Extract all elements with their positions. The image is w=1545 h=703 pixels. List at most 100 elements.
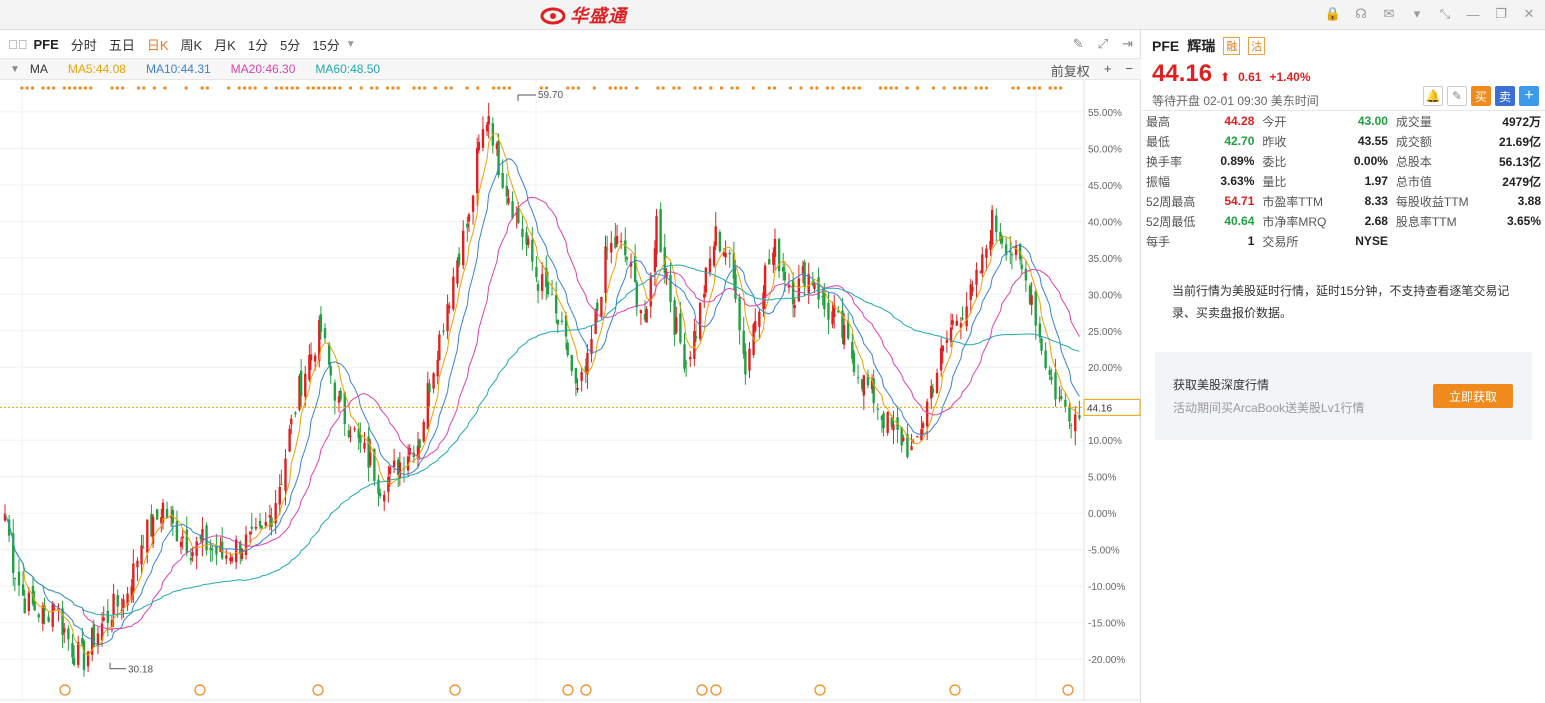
mail-icon[interactable]: ✉ xyxy=(1383,6,1395,21)
chart-toolbar: ▯⃒ PFE 分时 五日 日K 周K 月K 1分 5分 15分 ▼ ✎ ⤢ ⇥ xyxy=(0,30,1141,58)
y-tick-label: 40.00% xyxy=(1088,217,1122,228)
candle-body xyxy=(531,239,534,262)
candle-body xyxy=(930,385,933,399)
event-dot xyxy=(730,86,734,90)
candle-body xyxy=(397,459,400,475)
y-tick-label: -20.00% xyxy=(1088,655,1125,666)
candle-body xyxy=(1069,424,1073,426)
adjust-mode-select[interactable]: 前复权 xyxy=(1050,64,1090,79)
minimize-icon[interactable]: — xyxy=(1466,6,1480,22)
candle-body xyxy=(215,546,218,555)
candle-body xyxy=(827,302,830,320)
candle-body xyxy=(71,642,74,658)
stats-row: 最低 42.70 昨收 43.55 成交额 21.69亿 xyxy=(1142,131,1545,151)
stat-value: 0.89% xyxy=(1220,154,1255,168)
event-dot xyxy=(545,86,549,90)
dock-right-icon[interactable]: ⇥ xyxy=(1122,36,1133,51)
y-tick-label: -15.00% xyxy=(1088,619,1125,630)
candle-body xyxy=(586,352,589,375)
candle-body xyxy=(1078,415,1081,419)
lock-icon[interactable]: 🔒 xyxy=(1324,6,1342,21)
candle-body xyxy=(679,313,682,343)
candle-body xyxy=(501,173,504,188)
candle-body xyxy=(615,235,619,245)
candle-body xyxy=(110,620,114,627)
stat-label: 最高 xyxy=(1146,114,1171,129)
candle-body xyxy=(525,232,528,245)
pen-icon[interactable]: ✎ xyxy=(1072,36,1084,51)
add-watchlist-icon[interactable]: + xyxy=(1519,86,1539,106)
candle-body xyxy=(939,347,943,371)
buy-button[interactable]: 买 xyxy=(1471,86,1491,106)
period-tab[interactable]: 15分 xyxy=(312,37,340,53)
event-dot xyxy=(698,86,702,90)
period-tab[interactable]: 日K xyxy=(146,37,169,53)
candle-body xyxy=(264,521,267,526)
candle-body xyxy=(505,185,509,197)
candle-body xyxy=(979,271,982,273)
period-tab[interactable]: 五日 xyxy=(108,37,135,53)
candle-body xyxy=(327,343,331,365)
candle-body xyxy=(959,323,963,328)
candle-body xyxy=(51,603,54,627)
candle-body xyxy=(605,248,609,250)
candle-body xyxy=(675,317,678,333)
candle-body xyxy=(309,354,313,361)
get-depth-button[interactable]: 立即获取 xyxy=(1433,384,1513,408)
candle-body xyxy=(487,115,490,125)
candle-body xyxy=(742,330,745,355)
period-tab[interactable]: 周K xyxy=(180,37,203,53)
stat-value: 40.64 xyxy=(1224,214,1255,228)
alert-bell-icon[interactable]: 🔔 xyxy=(1423,86,1443,106)
fullscreen-icon[interactable]: ⤡ xyxy=(1439,6,1451,21)
close-icon[interactable]: ✕ xyxy=(1523,6,1535,21)
sidebar-toggle-icon[interactable]: ▯⃒ xyxy=(8,36,28,52)
ma-collapse-icon[interactable]: ▼ xyxy=(10,63,20,75)
candle-body xyxy=(693,331,696,359)
period-tab[interactable]: 分时 xyxy=(70,37,97,53)
headset-icon[interactable]: ☊ xyxy=(1355,6,1367,21)
period-tab[interactable]: 1分 xyxy=(247,37,269,53)
candle-body xyxy=(793,305,796,308)
expand-icon[interactable]: ⤢ xyxy=(1097,36,1109,51)
remove-indicator-icon[interactable]: − xyxy=(1125,61,1133,76)
candle-body xyxy=(1009,250,1012,253)
period-dropdown-icon[interactable]: ▼ xyxy=(345,38,356,50)
candle-body xyxy=(945,339,949,343)
event-dot xyxy=(539,86,543,90)
period-tab[interactable]: 月K xyxy=(214,37,236,53)
candle-body xyxy=(821,296,824,298)
candle-body xyxy=(969,284,972,301)
event-dot xyxy=(433,86,437,90)
candle-body xyxy=(1060,396,1063,400)
event-dot xyxy=(857,86,861,90)
candle-body xyxy=(556,319,560,325)
restore-icon[interactable]: ❐ xyxy=(1495,6,1507,21)
note-icon[interactable]: ✎ xyxy=(1447,86,1467,106)
candle-body xyxy=(955,320,958,326)
candle-body xyxy=(359,434,362,443)
candle-body xyxy=(319,314,323,333)
add-indicator-icon[interactable]: + xyxy=(1103,61,1112,76)
event-dot xyxy=(884,86,888,90)
candle-body xyxy=(485,124,489,132)
ma-line xyxy=(4,132,1080,656)
candle-body xyxy=(886,412,889,433)
stat-value: 3.88 xyxy=(1517,194,1541,208)
shirt-icon[interactable]: ▾ xyxy=(1413,6,1421,21)
candle-body xyxy=(33,601,36,611)
candlestick-chart[interactable]: 55.00% 50.00% 45.00% 40.00% 35.00% 30.00% 25.0… xyxy=(0,80,1141,703)
candle-body xyxy=(890,417,893,427)
period-tab[interactable]: 5分 xyxy=(280,37,301,53)
event-dot xyxy=(810,86,814,90)
candle-body xyxy=(142,546,145,548)
candle-body xyxy=(140,545,143,565)
candle-body xyxy=(536,284,540,291)
candle-body xyxy=(1044,350,1047,369)
event-dot xyxy=(1059,86,1063,90)
candle-body xyxy=(191,552,194,557)
sell-button[interactable]: 卖 xyxy=(1495,86,1515,106)
stats-row: 振幅 3.63% 量比 1.97 总市值 2479亿 xyxy=(1142,171,1545,191)
ma-label[interactable]: MA xyxy=(29,62,48,76)
event-dot xyxy=(370,86,374,90)
